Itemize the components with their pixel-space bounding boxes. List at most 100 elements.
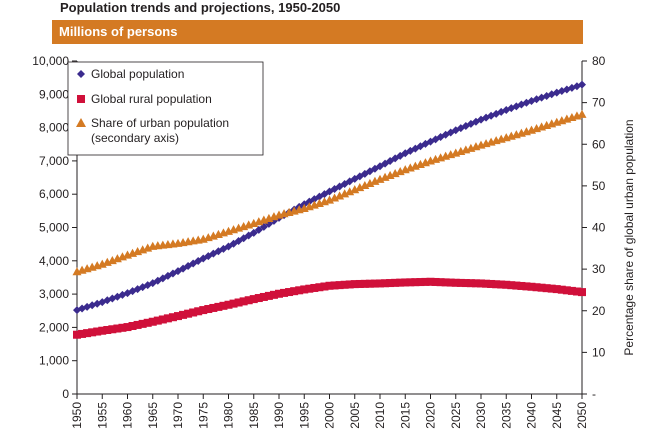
urban-share-point [340, 189, 350, 198]
rural-population-point [254, 294, 263, 303]
rural-population-point [502, 280, 511, 289]
rural-population-point [532, 283, 541, 292]
rural-population-point [446, 278, 455, 287]
rural-population-point [482, 279, 491, 288]
rural-population-point [280, 288, 289, 297]
rural-population-point [163, 314, 172, 323]
rural-population-point [386, 279, 395, 288]
rural-population-point [542, 284, 551, 293]
rural-population-point [381, 279, 390, 288]
y-tick-label: 0 [62, 387, 69, 401]
rural-population-point [340, 280, 349, 289]
rural-population-point [345, 280, 354, 289]
x-tick-label: 1955 [95, 402, 109, 429]
rural-population-point [376, 279, 384, 288]
rural-population-point [214, 302, 223, 311]
x-tick-label: 1980 [222, 402, 236, 429]
urban-share-point [325, 195, 334, 204]
global-population-point [249, 228, 258, 237]
rural-population-point [285, 288, 294, 297]
rural-population-point [330, 281, 339, 290]
rural-population-point [497, 280, 506, 289]
y2-tick-label: 10 [592, 345, 606, 359]
rural-population-point [209, 303, 218, 312]
x-tick-label: 2020 [424, 402, 438, 429]
rural-population-point [118, 323, 127, 332]
rural-population-point [406, 278, 415, 287]
rural-population-point [391, 278, 400, 287]
units-banner: Millions of persons [52, 20, 583, 44]
rural-population-point [138, 319, 147, 328]
x-tick-label: 2050 [575, 402, 589, 429]
x-tick-label: 1990 [272, 402, 286, 429]
rural-population-point [441, 278, 450, 287]
x-tick-label: 1965 [146, 402, 160, 429]
rural-population-point [148, 317, 157, 326]
legend-marker-global [77, 70, 85, 78]
rural-population-point [83, 329, 92, 338]
x-tick-label: 2030 [474, 402, 488, 429]
chart-title: Population trends and projections, 1950-… [60, 0, 341, 15]
rural-population-point [189, 308, 198, 317]
rural-population-point [143, 318, 152, 327]
rural-population-point [572, 287, 581, 296]
rural-population-point [562, 286, 571, 295]
y-tick-label: 4,000 [39, 254, 69, 268]
x-tick-label: 1985 [247, 402, 261, 429]
x-tick-label: 2045 [550, 402, 564, 429]
x-tick-label: 2035 [499, 402, 513, 429]
y-tick-label: 2,000 [39, 320, 69, 334]
rural-population-point [451, 278, 460, 287]
rural-population-point [547, 284, 556, 293]
rural-population-point [305, 284, 314, 293]
y-tick-label: 10,000 [32, 54, 69, 68]
rural-population-point [466, 279, 475, 288]
y-tick-label: 5,000 [39, 221, 69, 235]
rural-population-point [290, 287, 299, 296]
rural-population-point [396, 278, 405, 287]
urban-share-point [355, 183, 365, 192]
rural-population-point [128, 322, 137, 331]
rural-population-point [234, 298, 243, 307]
rural-population-point [477, 279, 485, 288]
urban-share-point [365, 178, 375, 187]
rural-population-point [350, 280, 359, 289]
rural-population-point [456, 278, 465, 287]
rural-population-point [73, 330, 81, 339]
rural-population-point [123, 323, 132, 332]
rural-population-point [199, 306, 208, 315]
rural-population-point [557, 285, 566, 294]
rural-population-point [567, 286, 576, 295]
legend-label: Share of urban population [91, 116, 229, 130]
y2-tick-label: 30 [592, 262, 606, 276]
rural-population-point [411, 278, 420, 287]
legend-box [67, 61, 264, 156]
rural-population-point [249, 295, 258, 304]
rural-population-point [168, 313, 177, 322]
global-population-point [254, 225, 263, 234]
rural-population-point [98, 326, 107, 335]
urban-share-point [577, 109, 587, 118]
rural-population-point [244, 296, 253, 305]
rural-population-point [370, 279, 379, 288]
rural-population-point [360, 279, 369, 288]
rural-population-point [269, 290, 278, 299]
x-tick-label: 2015 [398, 402, 412, 429]
legend-label: Global rural population [91, 92, 212, 106]
rural-population-point [431, 277, 440, 286]
rural-population-point [512, 281, 521, 290]
rural-population-point [259, 292, 268, 301]
rural-population-point [184, 309, 193, 318]
rural-population-point [492, 280, 501, 289]
urban-share-point [350, 185, 360, 194]
legend-label: (secondary axis) [91, 131, 179, 145]
y-tick-label: 6,000 [39, 187, 69, 201]
urban-share-point [360, 180, 370, 190]
rural-population-point [295, 286, 304, 295]
y-tick-label: 9,000 [39, 87, 69, 101]
rural-population-point [461, 279, 470, 288]
y2-tick-label: 20 [592, 304, 606, 318]
y-tick-label: 3,000 [39, 287, 69, 301]
global-population-point [204, 252, 213, 261]
